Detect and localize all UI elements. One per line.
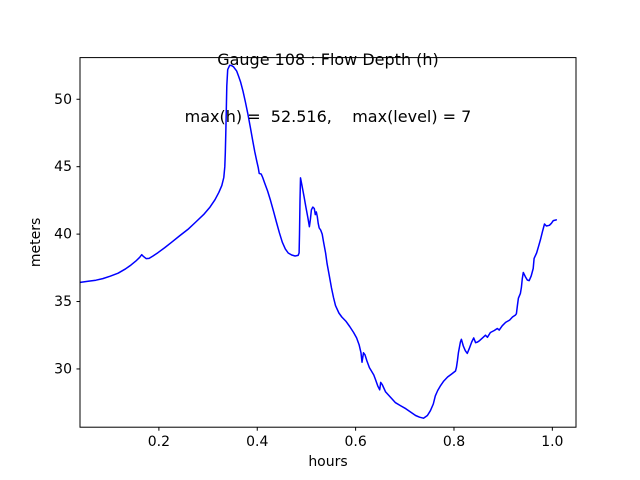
chart-title-block: Gauge 108 : Flow Depth (h) max(h) = 52.5… bbox=[80, 12, 576, 164]
plot-border bbox=[79, 57, 577, 428]
y-axis-label: meters bbox=[28, 218, 44, 267]
y-tick-label: 30 bbox=[54, 361, 72, 377]
y-axis-ticks: 30 35 40 45 50 bbox=[54, 92, 80, 377]
chart-subtitle: max(h) = 52.516, max(level) = 7 bbox=[184, 107, 472, 126]
flow-depth-line bbox=[79, 64, 558, 419]
x-tick-label: 0.6 bbox=[344, 434, 366, 450]
x-axis-label: hours bbox=[308, 454, 347, 470]
chart-title: Gauge 108 : Flow Depth (h) bbox=[217, 50, 439, 69]
y-tick-label: 45 bbox=[54, 159, 72, 175]
x-tick-label: 0.8 bbox=[443, 434, 465, 450]
y-tick-label: 40 bbox=[54, 227, 72, 243]
plot-area bbox=[80, 57, 576, 428]
x-tick-label: 0.2 bbox=[148, 434, 170, 450]
y-tick-label: 50 bbox=[54, 92, 72, 108]
x-axis-ticks: 0.2 0.4 0.6 0.8 1.0 bbox=[148, 427, 563, 450]
x-tick-label: 0.4 bbox=[246, 434, 268, 450]
x-tick-label: 1.0 bbox=[541, 434, 563, 450]
y-tick-label: 35 bbox=[54, 294, 72, 310]
